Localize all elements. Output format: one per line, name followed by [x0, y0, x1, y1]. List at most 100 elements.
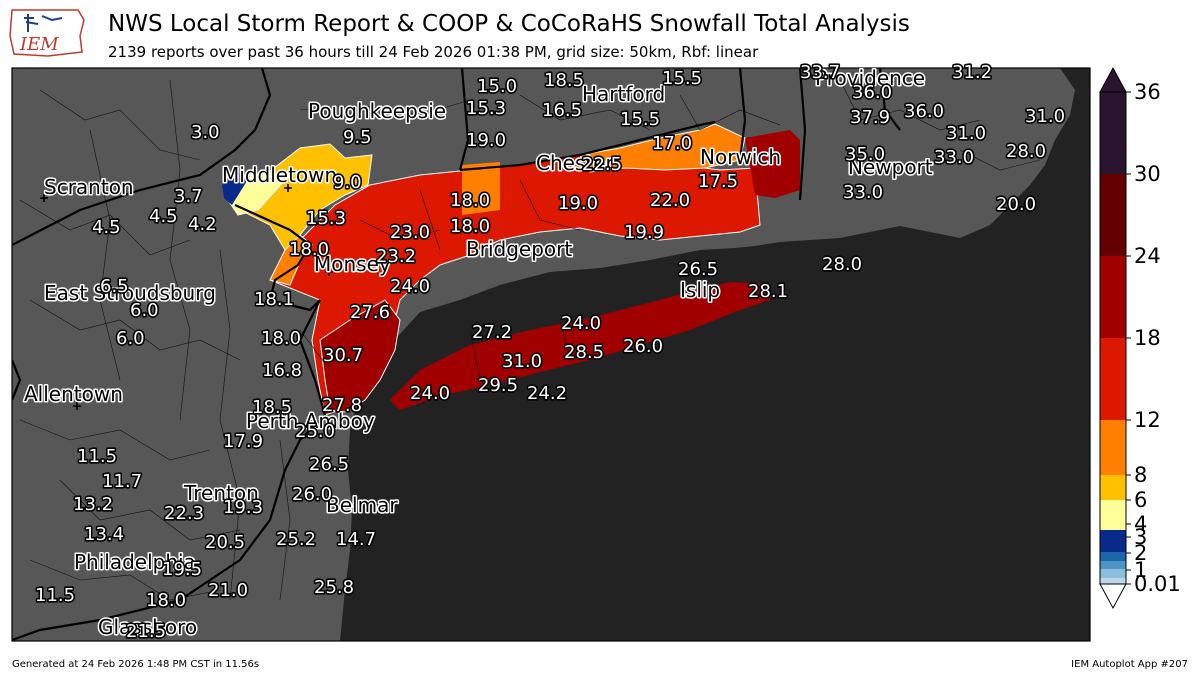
colorbar-tick-label: 12	[1134, 408, 1161, 432]
city-label: Providence	[815, 66, 925, 90]
snowfall-report: 24.0	[561, 313, 601, 334]
snowfall-report: 3.7	[174, 186, 203, 207]
snowfall-report: 13.2	[73, 494, 113, 515]
snowfall-report: 25.2	[276, 529, 316, 550]
colorbar-tick-label: 4	[1134, 512, 1147, 536]
snowfall-report: 33.7	[800, 62, 840, 83]
colorbar-segment	[1100, 569, 1126, 578]
snowfall-report: 20.0	[996, 194, 1036, 215]
snowfall-report: 18.5	[252, 397, 292, 418]
snowfall-report: 31.2	[952, 62, 992, 83]
snowfall-report: 24.0	[410, 383, 450, 404]
colorbar-segment	[1100, 174, 1126, 256]
colorbar-tick-label: 18	[1134, 326, 1161, 350]
city-label: Monsey	[314, 252, 391, 276]
colorbar-segment	[1100, 530, 1126, 552]
snowfall-report: 22.0	[650, 190, 690, 211]
snowfall-report: 28.1	[748, 281, 788, 302]
snow-band-4-6	[222, 172, 250, 205]
snowfall-report: 17.5	[698, 171, 738, 192]
snowfall-report: 26.5	[678, 259, 718, 280]
colorbar-tick-label: 6	[1134, 488, 1147, 512]
snowfall-report: 17.0	[652, 133, 692, 154]
snowfall-report: 37.9	[850, 107, 890, 128]
snowfall-report: 15.5	[620, 109, 660, 130]
snowfall-report: 11.7	[102, 471, 142, 492]
snowfall-report: 26.0	[623, 336, 663, 357]
snowfall-report: 18.0	[261, 328, 301, 349]
snowfall-report: 18.5	[544, 70, 584, 91]
snowfall-report: 22.5	[582, 154, 622, 175]
city-label: Bridgeport	[466, 237, 572, 261]
city-label: Hartford	[582, 82, 665, 106]
colorbar-segment	[1100, 552, 1126, 561]
snowfall-report: 27.8	[322, 395, 362, 416]
city-label: Glassboro	[98, 615, 197, 639]
snowfall-report: 21.0	[208, 580, 248, 601]
snowfall-report: 22.3	[164, 503, 204, 524]
colorbar-segment	[1100, 92, 1126, 174]
colorbar-segment	[1100, 561, 1126, 569]
snowfall-report: 36.0	[852, 82, 892, 103]
snowfall-report: 27.6	[350, 302, 390, 323]
snowfall-report: 26.5	[309, 454, 349, 475]
colorbar-tick-label: 0.01	[1134, 572, 1181, 596]
city-label: Philadelphia	[74, 550, 196, 574]
city-label: Newport	[848, 155, 933, 179]
snowfall-report: 15.3	[466, 98, 506, 119]
county-lines	[19, 79, 1041, 601]
city-label: Islip	[680, 278, 720, 302]
snowfall-report: 33.0	[934, 147, 974, 168]
city-labels: Poughkeepsie Hartford Providence Scranton Mi…	[23, 65, 935, 641]
snowfall-report: 6.0	[116, 328, 145, 349]
snowfall-report: 20.5	[205, 532, 245, 553]
snowfall-report: 14.7	[336, 529, 376, 550]
city-label: East Stroudsburg	[44, 281, 216, 305]
page-title: NWS Local Storm Report & COOP & CoCoRaHS…	[108, 11, 910, 37]
snowfall-report: 26.0	[292, 484, 332, 505]
snow-band-norwich	[745, 130, 800, 198]
city-label: Middletown	[222, 163, 337, 187]
snowfall-report: 9.5	[343, 127, 372, 148]
snowfall-report: 28.0	[1006, 141, 1046, 162]
colorbar-max-extend	[1099, 66, 1127, 93]
snowfall-report: 31.0	[502, 351, 542, 372]
app-label: IEM Autoplot App #207	[1071, 659, 1188, 670]
snowfall-report: 29.5	[478, 375, 518, 396]
city-label: Belmar	[326, 493, 398, 517]
state-borders	[12, 68, 901, 641]
snowfall-report: 6.5	[100, 276, 129, 297]
city-label: Allentown	[24, 382, 123, 406]
city-label: Scranton	[44, 175, 134, 199]
snowfall-report: 4.5	[149, 206, 178, 227]
colorbar-tick-label: 3	[1134, 525, 1147, 549]
colorbar-tick-label: 8	[1134, 463, 1147, 487]
city-label: Perth Amboy	[246, 409, 375, 433]
snowfall-report: 24.2	[527, 383, 567, 404]
colorbar-tick-label: 1	[1134, 558, 1147, 582]
iem-logo: IEM	[9, 9, 85, 57]
snowfall-report: 15.0	[477, 76, 517, 97]
snowfall-report: 18.1	[254, 289, 294, 310]
snowfall-report: 28.5	[564, 342, 604, 363]
snowfall-report: 4.2	[188, 214, 217, 235]
snowfall-report: 15.5	[662, 68, 702, 89]
snowfall-report: 16.5	[542, 100, 582, 121]
snowfall-report: 3.0	[191, 122, 220, 143]
snowfall-report: 18.0	[146, 590, 186, 611]
snowfall-report: 33.0	[843, 182, 883, 203]
colorbar-tick-label: 2	[1134, 541, 1147, 565]
snowfall-report: 11.5	[77, 446, 117, 467]
weather-station-icon	[24, 14, 63, 32]
snowfall-report: 35.0	[845, 144, 885, 165]
snowfall-report: 30.7	[323, 345, 363, 366]
colorbar-segment	[1100, 578, 1126, 584]
city-label: Chester	[536, 151, 615, 175]
snowfall-report: 25.8	[314, 577, 354, 598]
generated-timestamp: Generated at 24 Feb 2026 1:48 PM CST in …	[12, 659, 260, 670]
snow-band-8-12	[239, 143, 373, 251]
snowfall-report: 19.9	[624, 222, 664, 243]
snowfall-report: 18.0	[450, 216, 490, 237]
